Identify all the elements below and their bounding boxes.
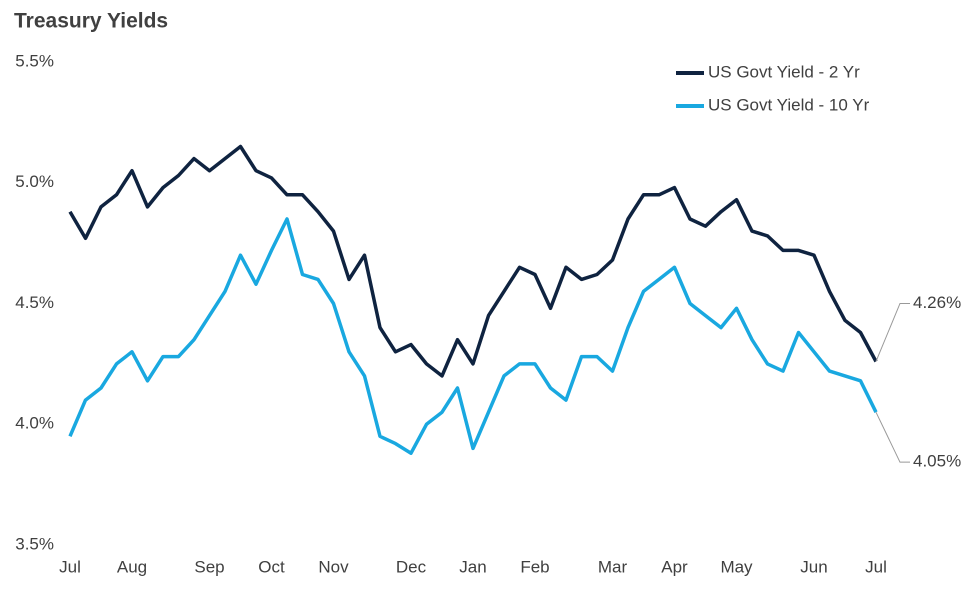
label-leader: [875, 411, 910, 463]
series-line: [68, 144, 878, 378]
series-line: [68, 217, 878, 455]
y-tick-label: 4.0%: [15, 414, 54, 433]
x-tick-label: Dec: [396, 557, 427, 576]
x-tick-label: Apr: [661, 557, 688, 576]
y-tick-label: 3.5%: [15, 534, 54, 553]
x-tick-label: Jul: [59, 557, 81, 576]
x-tick-label: Nov: [318, 557, 349, 576]
chart-title: Treasury Yields: [14, 10, 168, 33]
x-tick-label: Feb: [520, 557, 549, 576]
y-tick-label: 5.0%: [15, 172, 54, 191]
y-tick-label: 4.5%: [15, 293, 54, 312]
data-label: 4.05%: [913, 452, 961, 471]
x-tick-label: Jan: [459, 557, 486, 576]
legend-label: US Govt Yield - 10 Yr: [708, 95, 870, 114]
y-tick-label: 5.5%: [15, 51, 54, 70]
x-tick-label: Jul: [865, 557, 887, 576]
legend-label: US Govt Yield - 2 Yr: [708, 62, 860, 81]
x-tick-label: Mar: [598, 557, 628, 576]
x-tick-label: Oct: [258, 557, 285, 576]
x-tick-label: Aug: [117, 557, 147, 576]
x-tick-label: Jun: [800, 557, 827, 576]
x-tick-label: May: [720, 557, 753, 576]
data-label: 4.26%: [913, 293, 961, 312]
x-tick-label: Sep: [194, 557, 224, 576]
label-leader: [875, 302, 910, 362]
